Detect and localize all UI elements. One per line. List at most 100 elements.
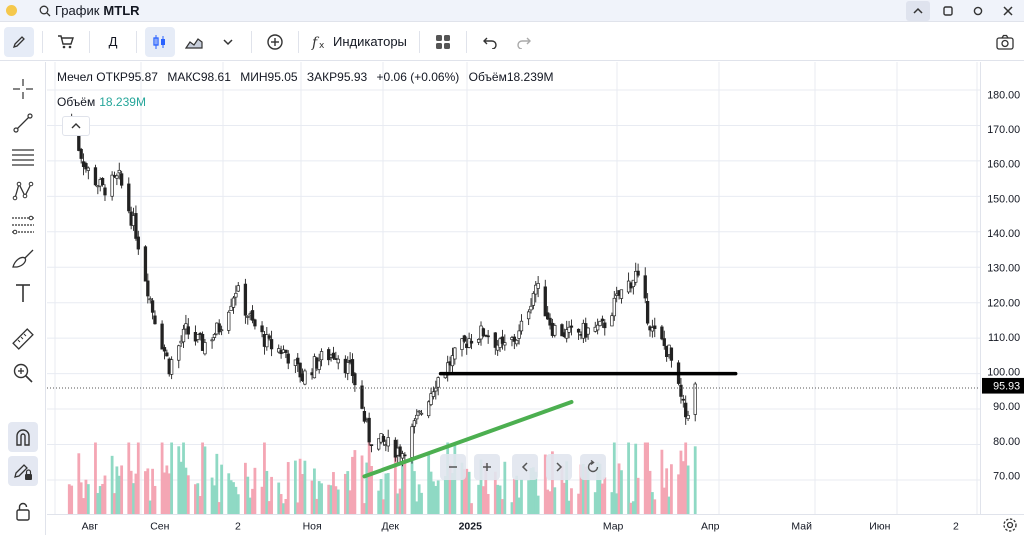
ohlc-legend: Мечел ОТКР95.87 МАКС98.61 МИН95.05 ЗАКР9… — [57, 70, 554, 84]
window-dot — [6, 5, 17, 16]
candle-body — [360, 385, 364, 409]
compare-button[interactable] — [260, 27, 290, 57]
cart-button[interactable] — [51, 27, 81, 57]
candle-body — [110, 174, 114, 197]
candle-body — [569, 325, 574, 328]
legend-volume-label: Объём — [468, 70, 507, 84]
volume-bar — [520, 478, 523, 514]
candle-body — [610, 315, 614, 327]
candle-body — [603, 322, 607, 329]
volume-bar — [470, 503, 473, 514]
layouts-button[interactable] — [428, 27, 458, 57]
candle-body — [79, 148, 83, 159]
volume-bar — [493, 471, 497, 514]
legend-high-label: МАКС — [167, 70, 201, 84]
magnet-tool[interactable] — [8, 422, 38, 452]
volume-bar — [67, 484, 71, 514]
legend-close-label: ЗАКР — [306, 70, 338, 84]
reset-view-button[interactable] — [580, 454, 606, 480]
chart-settings-button[interactable] — [1000, 515, 1020, 535]
candle-body — [612, 297, 616, 317]
volume-legend-value: 18.239M — [99, 95, 146, 109]
undo-button[interactable] — [475, 27, 505, 57]
candle-body — [567, 326, 571, 333]
time-axis[interactable]: Авг Сен 2 Ноя Дек 2025 Мар Апр Май Июн 2 — [47, 514, 1024, 535]
close-button[interactable] — [996, 1, 1020, 21]
price-chart[interactable] — [47, 62, 980, 514]
candle-body — [536, 283, 540, 289]
maximize-button[interactable] — [936, 1, 960, 21]
candle-body — [100, 177, 105, 186]
redo-button[interactable] — [509, 27, 539, 57]
price-tick-label: 120.00 — [987, 297, 1020, 309]
volume-bar — [110, 455, 114, 514]
zoom-in-icon — [13, 363, 33, 383]
volume-bar — [170, 442, 174, 514]
chart-type-dropdown[interactable] — [213, 27, 243, 57]
volume-bar — [153, 485, 157, 514]
volume-bar — [503, 461, 507, 514]
volume-bar — [670, 464, 673, 514]
search-icon — [39, 5, 51, 16]
area-type-button[interactable] — [179, 27, 209, 57]
volume-bar — [282, 503, 285, 514]
zoom-out-button[interactable] — [440, 454, 466, 480]
volume-bar — [120, 465, 124, 514]
pattern-icon — [12, 181, 34, 201]
scroll-left-button[interactable] — [512, 454, 538, 480]
snapshot-button[interactable] — [990, 27, 1020, 57]
volume-bar — [386, 473, 390, 514]
measure-tool[interactable] — [8, 324, 38, 354]
timeframe-button[interactable]: Д — [98, 27, 128, 57]
fib-tool[interactable] — [8, 210, 38, 240]
svg-text:f: f — [311, 35, 320, 50]
volume-bar — [303, 460, 307, 514]
volume-bar — [213, 485, 216, 514]
volume-bar — [163, 472, 166, 514]
lines-tool[interactable] — [8, 142, 38, 172]
candle-body — [84, 163, 88, 170]
trendline-tool[interactable] — [8, 108, 38, 138]
volume-bar — [98, 486, 102, 514]
pin-button[interactable] — [966, 1, 990, 21]
draw-mode-button[interactable] — [4, 26, 34, 57]
lock-tool[interactable] — [8, 496, 38, 526]
volume-bar — [465, 468, 469, 514]
brush-tool[interactable] — [8, 244, 38, 274]
volume-bar — [298, 458, 302, 514]
volume-bar — [129, 470, 133, 514]
candle-body — [386, 437, 390, 447]
price-axis[interactable]: 180.00 170.00 160.00 150.00 140.00 130.00 120.… — [980, 62, 1024, 514]
pattern-tool[interactable] — [8, 176, 38, 206]
zoom-in-button[interactable] — [474, 454, 500, 480]
collapse-legend-button[interactable] — [62, 116, 90, 136]
time-tick-label: Мар — [603, 521, 624, 532]
price-tick-label: 100.00 — [987, 367, 1020, 379]
volume-bar — [327, 484, 331, 514]
volume-bar — [646, 442, 650, 514]
chevron-up-button[interactable] — [906, 1, 930, 21]
volume-bar — [420, 492, 423, 514]
price-tick-label: 170.00 — [987, 124, 1020, 136]
volume-bar — [232, 482, 235, 514]
zoom-tool[interactable] — [8, 358, 38, 388]
volume-bar — [462, 468, 466, 514]
volume-bar — [260, 486, 264, 514]
candle-body — [653, 325, 657, 329]
symbol-search[interactable]: График MTLR — [39, 3, 140, 18]
candle-body — [529, 305, 533, 311]
volume-bar — [496, 484, 500, 514]
candle-body — [662, 338, 666, 346]
lock-drawing-tool[interactable] — [8, 456, 38, 486]
candle-body — [186, 326, 190, 335]
candle-body — [243, 283, 248, 316]
scroll-right-button[interactable] — [546, 454, 572, 480]
candle-body — [434, 387, 438, 392]
current-price-label: 95.93 — [993, 381, 1020, 393]
candle-body — [481, 328, 486, 337]
text-tool[interactable] — [8, 278, 38, 308]
crosshair-tool[interactable] — [8, 74, 38, 104]
volume-bar — [144, 471, 147, 514]
candles-type-button[interactable] — [145, 26, 175, 57]
